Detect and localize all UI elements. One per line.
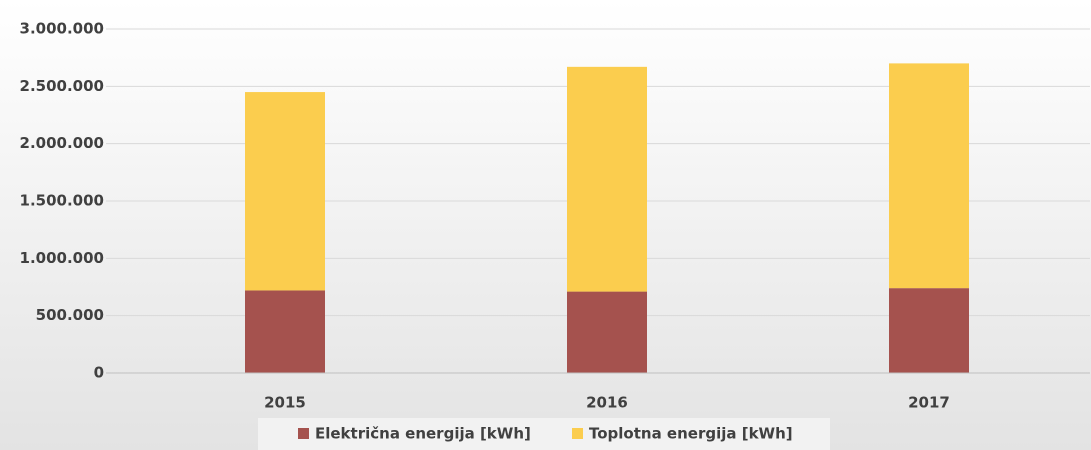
x-tick-label: 2016: [586, 394, 628, 412]
y-tick-label: 3.000.000: [20, 20, 104, 38]
bar-segment: [889, 288, 969, 373]
legend-label: Toplotna energija [kWh]: [589, 425, 793, 443]
y-tick-label: 1.000.000: [20, 249, 104, 267]
legend-label: Električna energija [kWh]: [315, 425, 531, 443]
y-tick-label: 2.500.000: [20, 77, 104, 95]
y-tick-label: 500.000: [36, 306, 104, 324]
y-tick-label: 1.500.000: [20, 192, 104, 210]
legend-box: [258, 418, 830, 450]
x-tick-label: 2015: [264, 394, 306, 412]
legend-swatch: [298, 428, 309, 439]
bar-segment: [245, 290, 325, 373]
y-tick-label: 0: [94, 364, 104, 382]
y-tick-label: 2.000.000: [20, 134, 104, 152]
bar-segment: [245, 92, 325, 291]
x-tick-label: 2017: [908, 394, 950, 412]
bar-segment: [567, 291, 647, 373]
bar-segment: [567, 66, 647, 292]
bar-segment: [889, 63, 969, 289]
legend-swatch: [572, 428, 583, 439]
